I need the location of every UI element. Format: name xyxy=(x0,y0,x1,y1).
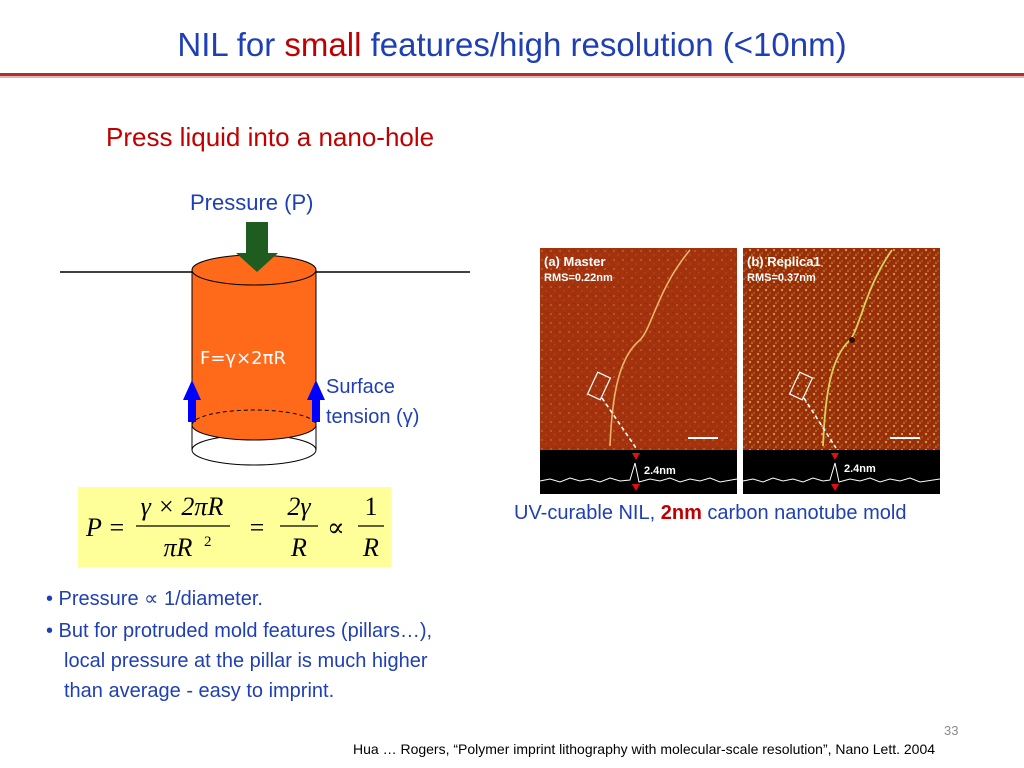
formula-lhs: P = xyxy=(85,513,125,542)
formula-background xyxy=(78,487,391,567)
panel-a-rms: RMS=0.22nm xyxy=(544,272,613,284)
dashed-pointer-a xyxy=(601,397,637,449)
caption-part2: carbon nanotube mold xyxy=(701,502,907,524)
liquid-cylinder xyxy=(191,269,317,441)
nanotube-trace-a xyxy=(609,249,691,447)
tension-arrow-left-icon xyxy=(183,380,201,422)
profile-marker-top-b xyxy=(831,453,839,460)
title-highlight: small xyxy=(284,26,362,63)
slide-number: 33 xyxy=(944,723,959,738)
pressure-formula: P = γ × 2πR πR 2 = 2γ R ∝ 1 R xyxy=(85,492,384,562)
dashed-pointer-b xyxy=(803,397,837,449)
slide-title: NIL for small features/high resolution (… xyxy=(0,26,1024,64)
frac1-numerator: γ × 2πR xyxy=(141,492,224,521)
title-divider xyxy=(0,73,1024,76)
frac3-numerator: 1 xyxy=(365,492,378,521)
selection-box-b xyxy=(788,371,814,401)
panel-b-rms: RMS=0.37nm xyxy=(747,272,816,284)
bullet-protruded-line2: local pressure at the pillar is much hig… xyxy=(64,650,428,672)
nano-hole-diagram xyxy=(60,222,470,466)
panel-b-title: (b) Replica1 xyxy=(747,254,821,269)
afm-panel-replica: (b) Replica1 RMS=0.37nm 2.4nm xyxy=(742,248,940,494)
afm-images: (a) Master RMS=0.22nm 2.4nm (b) Replica1… xyxy=(540,248,940,494)
bullet-pressure: • Pressure ∝ 1/diameter. xyxy=(46,588,263,610)
force-label: F=γ×2πR xyxy=(200,348,286,369)
proportional-symbol: ∝ xyxy=(327,513,345,542)
defect-spot-b xyxy=(849,337,855,343)
tension-arrow-right-icon xyxy=(307,380,325,422)
frac1-denominator: πR xyxy=(164,533,193,562)
profile-label-a: 2.4nm xyxy=(644,465,676,477)
surface-tension-label: Surface tension (γ) xyxy=(326,372,419,432)
selection-box-a xyxy=(586,371,612,401)
slide-subtitle: Press liquid into a nano-hole xyxy=(106,122,435,152)
profile-marker-top-a xyxy=(632,453,640,460)
pressure-label: Pressure (P) xyxy=(190,190,314,215)
surface-label-line1: Surface xyxy=(326,376,395,398)
caption-part1: UV-curable NIL, xyxy=(514,502,661,524)
afm-caption: UV-curable NIL, 2nm carbon nanotube mold xyxy=(514,502,906,525)
bullet-protruded-line1: • But for protruded mold features (pilla… xyxy=(46,620,433,642)
title-part2: features/high resolution (<10nm) xyxy=(361,26,847,63)
profile-marker-bottom-b xyxy=(831,484,839,491)
afm-panel-master: (a) Master RMS=0.22nm 2.4nm xyxy=(540,248,738,494)
caption-highlight: 2nm xyxy=(660,502,702,524)
height-profile-a xyxy=(540,462,738,483)
formula-equals: = xyxy=(248,513,266,542)
height-profile-b xyxy=(742,462,940,483)
frac3-denominator: R xyxy=(362,533,379,562)
citation: Hua … Rogers, “Polymer imprint lithograp… xyxy=(353,741,936,757)
profile-marker-bottom-a xyxy=(632,484,640,491)
surface-label-line2: tension (γ) xyxy=(326,406,420,428)
frac2-numerator: 2γ xyxy=(287,492,311,521)
frac2-denominator: R xyxy=(290,533,307,562)
title-part1: NIL for xyxy=(177,26,285,63)
panel-a-title: (a) Master xyxy=(544,254,605,269)
frac1-denominator-exponent: 2 xyxy=(204,534,212,550)
hidden-edge-dashed xyxy=(191,409,317,426)
profile-label-b: 2.4nm xyxy=(844,463,876,475)
pressure-arrow-icon xyxy=(236,222,278,272)
bullet-protruded-line3: than average - easy to imprint. xyxy=(64,680,335,702)
title-divider-shadow xyxy=(0,76,1024,78)
